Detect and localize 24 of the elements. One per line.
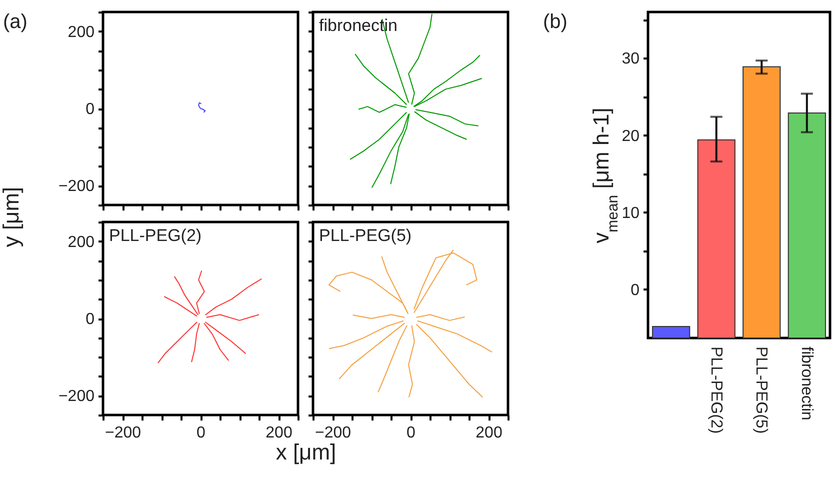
y-tick-label: 200 [68, 234, 95, 251]
x-tick-label: 200 [476, 424, 502, 442]
x-tick-label: PLL-PEG(2) [707, 346, 724, 434]
y-axis-title: y [μm] [0, 186, 24, 248]
y-tick-label: 0 [86, 311, 95, 328]
y-tick-label: 0 [630, 282, 640, 299]
y-tick-label: 30 [622, 50, 640, 68]
text: (b) [543, 11, 568, 33]
y-tick-label: 20 [622, 128, 640, 145]
x-axis-title: x [μm] [276, 440, 336, 464]
x-tick-label: fibronectin [798, 346, 815, 420]
x-tick-label: PLL-PEG(5) [752, 346, 770, 434]
chart-title: PLL-PEG(5) [319, 226, 412, 245]
y-tick-label: 0 [86, 101, 95, 118]
chart-title: PLL-PEG(2) [109, 226, 202, 245]
y-tick-label: −200 [58, 178, 95, 196]
y-tick-label: 10 [622, 204, 640, 222]
text: (a) [3, 11, 28, 33]
x-tick-label: −200 [104, 424, 142, 442]
x-tick-label: 200 [266, 424, 292, 442]
x-tick-label: −200 [314, 424, 352, 442]
x-tick-label: 0 [406, 424, 416, 442]
y-tick-label: 200 [68, 24, 95, 41]
x-tick-label: 0 [196, 424, 206, 442]
